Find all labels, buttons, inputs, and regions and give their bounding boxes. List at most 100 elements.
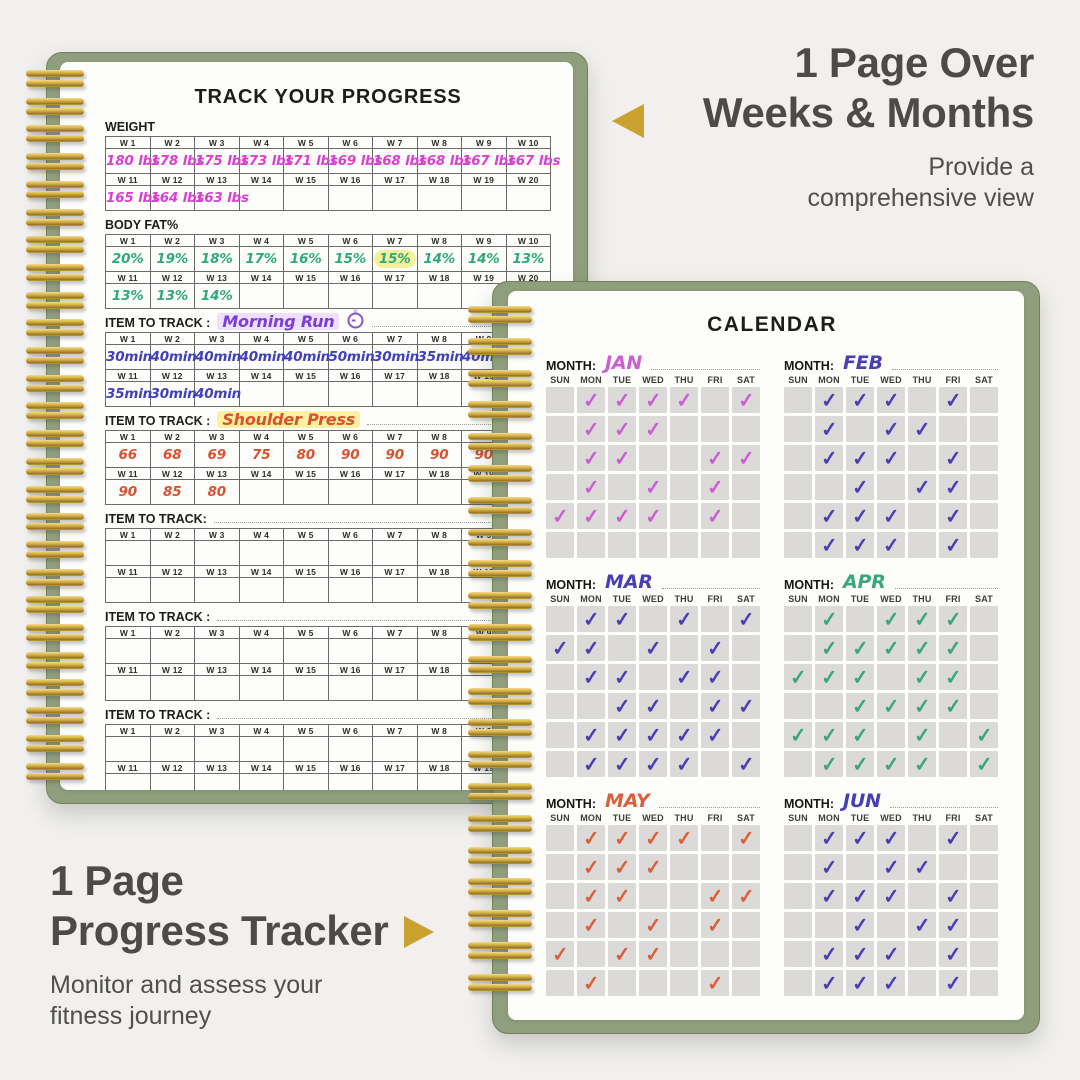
checkmark: ✓ <box>881 533 901 558</box>
week-header-cell: W 3 <box>194 332 240 345</box>
tracker-value-cell <box>105 736 151 762</box>
checkmark: ✓ <box>850 665 870 690</box>
tracker-value-cell <box>238 185 284 211</box>
checkmark: ✓ <box>819 723 839 748</box>
spiral-loop <box>468 306 532 326</box>
week-header-cell: W 1 <box>105 234 151 247</box>
day-header: FRI <box>707 813 723 823</box>
week-header-cell: W 4 <box>238 724 284 737</box>
tracker-value-cell <box>416 675 462 701</box>
spiral-wire <box>26 734 84 742</box>
calendar-cell: ✓ <box>577 606 605 632</box>
tracker-value-cell: 178 lbs <box>149 148 205 174</box>
spiral-loop <box>468 337 532 358</box>
tracker-value: 30min <box>150 386 197 402</box>
tracker-section-label: ITEM TO TRACK : Shoulder Press <box>105 411 551 428</box>
spiral-wire <box>26 347 84 354</box>
tracker-value-cell <box>283 540 329 566</box>
calendar-cell <box>970 387 998 413</box>
spiral-wire <box>468 401 532 409</box>
tracker-value: 167 lbs <box>462 153 516 169</box>
tracker-value: 85 <box>163 484 182 500</box>
calendar-months: MONTH: JAN SUN MON TUE WED THU FRI SAT ✓ ✓ ✓ ✓ ✓ ✓ ✓ ✓ ✓ ✓… <box>546 349 998 996</box>
calendar-cell: ✓ <box>546 635 574 661</box>
spiral-loop <box>26 596 84 616</box>
checkmark: ✓ <box>881 417 901 442</box>
checkmark: ✓ <box>612 446 632 471</box>
calendar-cell <box>732 970 760 996</box>
checkmark: ✓ <box>819 826 839 851</box>
tracker-value-cell: 13% <box>505 246 551 272</box>
dotted-underline <box>367 424 551 425</box>
tracker-value-cell <box>327 577 373 603</box>
spiral-loop <box>468 624 532 644</box>
spiral-loop <box>468 783 532 803</box>
week-header-cell: W 11 <box>105 467 151 480</box>
checkmark: ✓ <box>612 607 632 632</box>
calendar-cell <box>732 416 760 442</box>
week-header-cell: W 4 <box>238 626 284 639</box>
day-header: SAT <box>975 594 993 604</box>
checkmark: ✓ <box>819 752 839 777</box>
calendar-cell: ✓ <box>877 635 905 661</box>
spiral-loop <box>468 751 532 771</box>
checkmark: ✓ <box>819 388 839 413</box>
calendar-cell: ✓ <box>939 825 967 851</box>
callout-bottom-left-title: 1 Page Progress Tracker <box>50 856 435 957</box>
tracker-value-cell: 14% <box>461 246 507 272</box>
checkmark: ✓ <box>643 694 663 719</box>
dotted-underline <box>217 718 551 719</box>
spiral-wire <box>26 689 84 697</box>
week-header-cell: W 15 <box>283 467 329 480</box>
spiral-wire <box>26 523 84 531</box>
calendar-cell: ✓ <box>639 854 667 880</box>
tracker-label-text: ITEM TO TRACK : <box>105 316 211 330</box>
calendar-cell <box>815 912 843 938</box>
calendar-cell: ✓ <box>877 825 905 851</box>
tracker-value-cell: 40min <box>194 381 241 407</box>
day-header: SUN <box>550 594 570 604</box>
checkmark: ✓ <box>943 446 963 471</box>
tracker-value-cell <box>327 185 373 211</box>
week-header-cell: W 7 <box>372 528 418 541</box>
calendar-cell: ✓ <box>701 912 729 938</box>
calendar-cell <box>908 532 936 558</box>
week-header-cell: W 5 <box>283 430 329 443</box>
checkmark: ✓ <box>643 826 663 851</box>
week-header-cell: W 5 <box>283 724 329 737</box>
calendar-cell: ✓ <box>639 941 667 967</box>
tracker-value-cell: 16% <box>283 246 329 272</box>
spiral-loop <box>26 485 84 506</box>
checkmark: ✓ <box>850 504 870 529</box>
week-header-cell: W 18 <box>416 271 462 284</box>
tracker-value-cell: 90 <box>327 442 373 468</box>
calendar-cell: ✓ <box>608 416 636 442</box>
checkmark: ✓ <box>881 942 901 967</box>
calendar-cell <box>908 445 936 471</box>
tracker-value-cell: 35min <box>105 381 152 407</box>
calendar-cell: ✓ <box>939 532 967 558</box>
week-header-cell: W 11 <box>105 271 151 284</box>
spiral-wire <box>468 411 532 419</box>
week-header-cell: W 11 <box>105 663 151 676</box>
checkmark: ✓ <box>819 636 839 661</box>
spiral-loop <box>468 973 532 994</box>
calendar-cell: ✓ <box>546 941 574 967</box>
checkmark: ✓ <box>943 607 963 632</box>
spiral-wire <box>26 180 84 188</box>
calendar-cell <box>732 503 760 529</box>
calendar-cell <box>732 532 760 558</box>
checkmark: ✓ <box>581 752 601 777</box>
tracker-value: 13% <box>512 251 545 267</box>
left-spiral-binding <box>26 70 84 790</box>
calendar-cell: ✓ <box>815 970 843 996</box>
checkmark: ✓ <box>705 475 725 500</box>
spiral-wire <box>26 596 84 604</box>
dotted-underline <box>213 522 551 523</box>
calendar-cell: ✓ <box>577 751 605 777</box>
month-block-feb: MONTH: FEB SUN MON TUE WED THU FRI SAT ✓ ✓ ✓ ✓ ✓ ✓ ✓ ✓ ✓ ✓… <box>784 349 998 558</box>
day-header: MON <box>818 813 840 823</box>
month-header: MONTH: MAR <box>546 568 760 592</box>
